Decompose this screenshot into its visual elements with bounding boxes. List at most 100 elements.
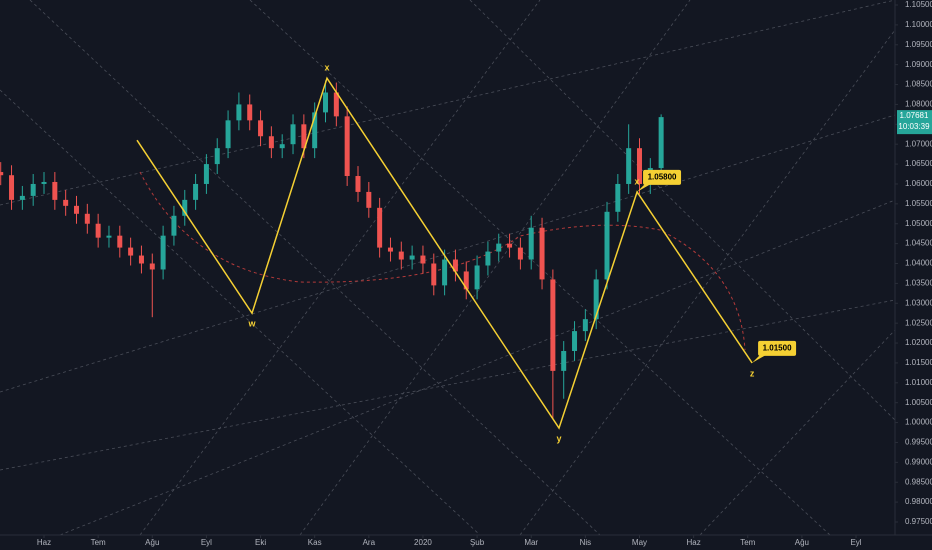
x-tick-label: Mar: [524, 538, 538, 547]
candle-body: [572, 331, 578, 351]
candle-body: [333, 92, 339, 117]
candle-body: [138, 255, 144, 264]
callout-box: [643, 169, 682, 185]
candle-body: [214, 148, 220, 165]
x-tick-label: 2020: [414, 538, 432, 547]
candle-body: [0, 172, 4, 176]
candle-body: [19, 195, 25, 200]
candle-body: [507, 243, 513, 248]
candle-body: [95, 223, 101, 238]
x-tick-label: May: [632, 538, 647, 547]
candle-body: [561, 350, 567, 371]
candle-body: [496, 243, 502, 252]
candle-body: [463, 271, 469, 290]
candle-body: [171, 215, 177, 236]
candle-body: [128, 247, 134, 256]
x-tick-label: Nis: [580, 538, 592, 547]
candle-body: [41, 181, 47, 184]
callout-pointer: [752, 354, 767, 363]
y-tick-label: 1.08500: [905, 80, 932, 89]
candle-body: [377, 207, 383, 248]
candle-body: [550, 279, 556, 371]
last-price-box: [897, 110, 932, 135]
guide-line: [299, 0, 691, 536]
guide-line: [699, 329, 896, 536]
x-tick-label: Haz: [687, 538, 701, 547]
candle-body: [452, 259, 458, 272]
y-tick-label: 1.09500: [905, 40, 932, 49]
candle-body: [193, 183, 199, 200]
candle-body: [387, 247, 393, 252]
wave-label: x: [635, 176, 640, 186]
callout-label: 1.05800: [648, 173, 677, 182]
y-tick-label: 1.08000: [905, 100, 932, 109]
last-price: 1.07681: [900, 111, 929, 120]
y-tick-label: 1.01500: [905, 358, 932, 367]
wave-label: z: [750, 368, 755, 378]
candle-body: [626, 148, 632, 184]
y-tick-label: 1.10000: [905, 20, 932, 29]
y-tick-label: 1.03000: [905, 298, 932, 307]
guide-line: [0, 89, 481, 536]
y-tick-label: 1.07000: [905, 139, 932, 148]
candle-body: [279, 144, 285, 149]
candle-body: [203, 164, 209, 184]
y-tick-label: 1.05500: [905, 199, 932, 208]
candle-body: [9, 175, 15, 200]
candle-body: [485, 251, 491, 266]
candle-body: [106, 235, 112, 238]
candle-body: [182, 199, 188, 216]
x-tick-label: Ağu: [795, 538, 809, 547]
candle-body: [517, 247, 523, 260]
y-tick-label: 1.04500: [905, 239, 932, 248]
x-tick-label: Tem: [91, 538, 106, 547]
y-tick-label: 1.06000: [905, 179, 932, 188]
candle-body: [431, 263, 437, 286]
candle-body: [420, 255, 426, 264]
candle-body: [474, 265, 480, 290]
candle-body: [268, 136, 274, 149]
candle-body: [290, 124, 296, 145]
wave-line: [136, 76, 753, 430]
wave-label: x: [325, 63, 330, 73]
y-tick-label: 1.00000: [905, 418, 932, 427]
candle-body: [236, 104, 242, 121]
y-tick-label: 0.98500: [905, 477, 932, 486]
candle-body: [355, 176, 361, 192]
x-tick-label: Ağu: [145, 538, 159, 547]
candle-body: [258, 120, 264, 137]
candle-body: [312, 112, 318, 149]
candle-body: [615, 183, 621, 212]
x-tick-label: Şub: [470, 538, 485, 547]
candle-body: [323, 92, 329, 113]
y-tick-label: 1.02000: [905, 338, 932, 347]
candle-body: [658, 117, 664, 169]
y-tick-label: 1.09000: [905, 60, 932, 69]
candle-body: [84, 213, 90, 224]
y-tick-label: 1.05000: [905, 219, 932, 228]
guide-line: [0, 299, 896, 471]
candle-body: [593, 279, 599, 320]
x-tick-label: Eyl: [201, 538, 212, 547]
wave-label: w: [248, 319, 257, 329]
candle-body: [604, 211, 610, 280]
candle-body: [160, 235, 166, 270]
candle-body: [636, 148, 642, 184]
y-tick-label: 0.98000: [905, 497, 932, 506]
y-tick-label: 0.99000: [905, 457, 932, 466]
drawing-guides: [0, 0, 896, 536]
candle-body: [225, 120, 231, 149]
last-time: 10:03:39: [898, 122, 930, 131]
candle-body: [30, 183, 36, 196]
candle-body: [63, 199, 69, 206]
y-tick-label: 1.06500: [905, 159, 932, 168]
candle-body: [582, 319, 588, 332]
guide-line: [519, 29, 896, 536]
candle-body: [398, 251, 404, 260]
callout-pointer: [637, 183, 652, 192]
x-tick-label: Kas: [308, 538, 322, 547]
candle-body: [117, 235, 123, 248]
candle-body: [366, 191, 372, 208]
y-tick-label: 1.04000: [905, 259, 932, 268]
candle-body: [73, 205, 79, 214]
